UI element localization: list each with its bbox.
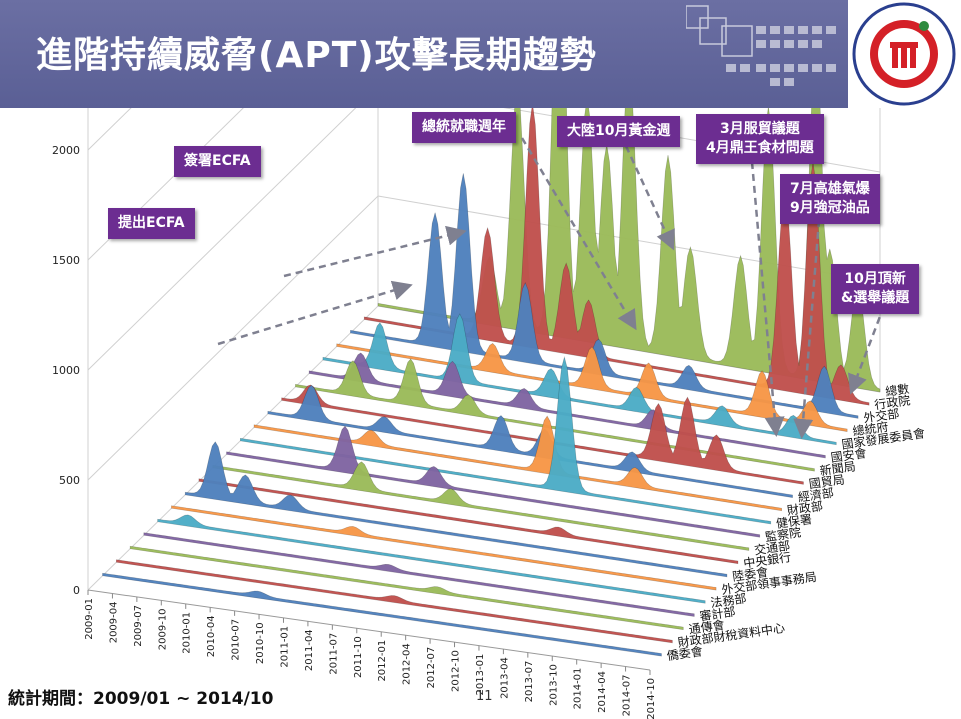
x-tick-label: 2013-10 (548, 664, 559, 706)
z-tick-label: 2000 (52, 144, 80, 157)
x-tick-label: 2013-07 (524, 661, 535, 703)
series-label: 審計部 (699, 604, 737, 624)
z-tick-label: 0 (73, 584, 80, 597)
office-seal-logo (848, 0, 961, 108)
series-label: 國貿局 (808, 473, 846, 492)
apt-trend-chart: 05001000150020002500總數行政院外交部總統府國家發展委員會國安… (52, 108, 926, 719)
series-label: 外交部 (862, 406, 900, 426)
callout-golden-week: 大陸10月黃金週 (557, 116, 681, 147)
series-label: 中央銀行 (742, 549, 792, 571)
callout-arrow (520, 137, 637, 331)
callout-arrows (217, 137, 886, 439)
x-tick-label: 2014-04 (597, 671, 608, 713)
series-area (184, 441, 728, 578)
series-label: 總統府 (852, 419, 890, 439)
x-tick-label: 2013-04 (499, 657, 510, 699)
series-label: 總數 (884, 381, 910, 399)
callout-arrow (624, 145, 675, 251)
chart-series (102, 108, 881, 657)
x-tick-label: 2010-04 (206, 615, 217, 657)
series-area (116, 559, 673, 644)
callout-inauguration: 總統就職週年 (412, 112, 516, 143)
x-tick-label: 2014-01 (573, 668, 584, 710)
series-label: 監察院 (764, 524, 802, 544)
callout-election: 10月頂新 &選舉議題 (831, 264, 920, 314)
x-tick-label: 2010-10 (255, 622, 266, 664)
series-label: 國安會 (830, 445, 868, 465)
series-area (350, 173, 859, 419)
callout-arrow (283, 225, 467, 278)
x-tick-label: 2012-01 (377, 640, 388, 682)
page-number: 11 (476, 689, 493, 704)
z-tick-label: 1000 (52, 364, 80, 377)
series-label: 健保署 (775, 512, 813, 531)
z-tick-label: 500 (59, 474, 80, 487)
series-area (143, 532, 695, 617)
x-tick-label: 2009-10 (157, 608, 168, 650)
series-label: 法務部 (710, 590, 748, 610)
series-area (226, 425, 761, 538)
callout-kaohsiung: 7月高雄氣爆 9月強冠油品 (780, 174, 880, 224)
series-label: 僑委會 (666, 644, 704, 663)
x-tick-label: 2012-10 (451, 650, 462, 692)
x-tick-label: 2009-01 (84, 598, 95, 640)
series-area (198, 478, 739, 565)
callout-sign-ecfa: 簽署ECFA (174, 146, 261, 177)
callout-service-trade: 3月服貿議題 4月鼎王食材問題 (696, 114, 824, 164)
callout-arrow (217, 280, 413, 346)
callout-arrow (793, 207, 822, 439)
callout-arrow (750, 161, 785, 437)
x-tick-label: 2011-07 (328, 633, 339, 675)
series-area (102, 572, 662, 657)
series-area (240, 355, 772, 525)
series-area (267, 384, 793, 498)
x-tick-label: 2012-04 (402, 643, 413, 685)
x-tick-label: 2010-07 (231, 619, 242, 661)
series-label: 新聞局 (819, 458, 857, 478)
x-tick-label: 2012-07 (426, 647, 437, 689)
callout-propose-ecfa: 提出ECFA (108, 208, 195, 239)
x-tick-label: 2009-07 (133, 605, 144, 647)
series-area (157, 514, 706, 604)
z-tick-label: 1500 (52, 254, 80, 267)
series-area (129, 545, 684, 631)
decorative-squares (686, 5, 836, 86)
floor-edge (87, 589, 651, 671)
statistics-period: 統計期間：2009/01 ~ 2014/10 (8, 689, 274, 709)
series-area (171, 505, 717, 591)
x-tick-label: 2014-10 (646, 678, 657, 719)
series-area (212, 461, 750, 551)
series-label: 交通部 (753, 538, 791, 558)
x-tick-label: 2009-04 (108, 601, 119, 643)
x-tick-label: 2013-01 (475, 654, 486, 696)
series-label: 陸委會 (732, 565, 770, 584)
x-tick-label: 2010-01 (182, 612, 193, 654)
page-title: 進階持續威脅(APT)攻擊長期趨勢 (36, 35, 597, 76)
x-tick-label: 2014-07 (622, 675, 633, 717)
chart-axes: 05001000150020002500總數行政院外交部總統府國家發展委員會國安… (52, 144, 926, 719)
x-tick-label: 2011-10 (353, 636, 364, 678)
callout-arrow (847, 305, 886, 395)
series-label: 財政部 (786, 498, 824, 518)
series-label: 行政院 (874, 393, 912, 412)
series-label: 經濟部 (797, 485, 835, 505)
x-tick-label: 2011-01 (279, 626, 290, 668)
series-label: 通傳會 (688, 618, 726, 637)
x-tick-label: 2011-04 (304, 629, 315, 671)
